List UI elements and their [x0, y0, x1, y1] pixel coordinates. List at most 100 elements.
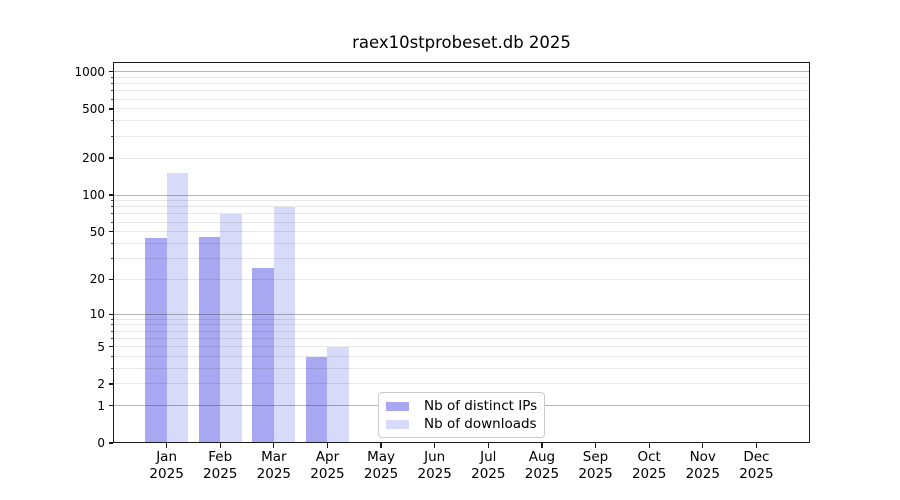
x-tick-month: Nov — [689, 449, 716, 465]
y-tick — [108, 71, 113, 73]
gridline-minor — [113, 231, 810, 233]
y-tick-label: 50 — [89, 224, 105, 239]
bar-nb-of-distinct-ips-mar — [252, 267, 274, 443]
x-tick — [434, 443, 436, 448]
x-tick-label-oct: Oct 2025 — [617, 449, 681, 483]
legend-item-downloads: Nb of downloads — [386, 416, 537, 432]
y-minor-tick — [110, 135, 113, 137]
gridline-minor — [113, 346, 810, 348]
gridline-minor — [113, 108, 810, 110]
y-tick-label: 500 — [82, 101, 105, 116]
y-tick-label: 200 — [82, 151, 105, 166]
bar-nb-of-downloads-apr — [327, 346, 349, 443]
bar-nb-of-distinct-ips-apr — [305, 356, 328, 443]
gridline-minor — [113, 221, 810, 223]
legend-item-distinct-ips: Nb of distinct IPs — [386, 398, 537, 414]
x-tick-month: Feb — [208, 449, 233, 465]
x-tick-month: Dec — [743, 449, 770, 465]
legend-label-downloads: Nb of downloads — [424, 416, 537, 432]
grid-layer — [113, 62, 810, 443]
gridline-minor — [113, 200, 810, 202]
y-minor-tick — [110, 356, 113, 358]
gridline-minor — [113, 318, 810, 320]
bar-nb-of-distinct-ips-feb — [198, 237, 221, 443]
y-tick — [108, 108, 113, 110]
y-tick-label: 1000 — [74, 64, 105, 79]
gridline-major — [113, 313, 810, 315]
y-minor-tick — [110, 318, 113, 320]
y-tick-label: 0 — [97, 436, 105, 450]
x-tick-month: Oct — [637, 449, 661, 465]
x-tick — [219, 443, 221, 448]
y-minor-tick — [110, 200, 113, 202]
gridline-minor — [113, 278, 810, 280]
x-tick-label-dec: Dec 2025 — [724, 449, 788, 483]
x-tick — [648, 443, 650, 448]
bar-nb-of-downloads-feb — [220, 213, 242, 443]
y-minor-tick — [110, 90, 113, 92]
gridline-minor — [113, 337, 810, 339]
y-minor-tick — [110, 257, 113, 259]
y-minor-tick — [110, 76, 113, 78]
legend-label-distinct-ips: Nb of distinct IPs — [424, 398, 538, 414]
legend-swatch-downloads-icon — [386, 419, 409, 429]
y-tick-label: 5 — [97, 339, 105, 354]
x-tick-year: 2025 — [471, 466, 506, 482]
gridline-minor — [113, 98, 810, 100]
y-minor-tick — [110, 368, 113, 369]
y-tick-label: 100 — [82, 188, 105, 203]
y-tick — [108, 157, 113, 159]
x-tick-label-jul: Jul 2025 — [456, 449, 520, 483]
gridline-minor — [113, 383, 810, 385]
legend: Nb of distinct IPs Nb of downloads — [378, 392, 545, 438]
gridline-minor — [113, 368, 810, 369]
y-tick-label: 10 — [89, 307, 105, 322]
y-tick — [108, 405, 113, 407]
x-tick-label-feb: Feb 2025 — [188, 449, 252, 483]
x-tick-year: 2025 — [149, 466, 184, 482]
x-tick-year: 2025 — [363, 466, 399, 482]
gridline-minor — [113, 120, 810, 122]
bar-nb-of-downloads-jan — [166, 173, 189, 443]
bar-nb-of-downloads-mar — [273, 206, 296, 443]
x-tick-month: Mar — [261, 449, 287, 465]
x-tick — [487, 443, 489, 448]
x-tick-month: Jan — [156, 449, 178, 465]
x-tick-year: 2025 — [256, 466, 292, 482]
gridline-minor — [113, 356, 810, 358]
x-tick-month: Aug — [528, 449, 556, 465]
gridline-minor — [113, 324, 810, 326]
x-tick-year: 2025 — [578, 466, 613, 482]
gridline-minor — [113, 206, 810, 208]
x-tick-label-sep: Sep 2025 — [564, 449, 628, 483]
y-minor-tick — [110, 324, 113, 326]
x-tick-label-apr: Apr 2025 — [295, 449, 359, 483]
y-minor-tick — [110, 221, 113, 223]
x-tick-year: 2025 — [524, 466, 560, 482]
y-tick — [108, 346, 113, 348]
gridline-minor — [113, 90, 810, 92]
gridline-minor — [113, 135, 810, 137]
chart-title: raex10stprobeset.db 2025 — [352, 33, 571, 52]
gridline-minor — [113, 330, 810, 332]
gridline-minor — [113, 76, 810, 78]
plot-area — [113, 62, 810, 443]
legend-swatch-distinct-ips-icon — [386, 401, 409, 411]
x-tick-label-nov: Nov 2025 — [671, 449, 735, 483]
y-minor-tick — [110, 98, 113, 100]
x-tick-label-jun: Jun 2025 — [403, 449, 467, 483]
y-tick — [108, 278, 113, 281]
x-tick — [273, 443, 275, 448]
y-minor-tick — [110, 330, 113, 332]
x-tick-label-jan: Jan 2025 — [135, 449, 199, 483]
y-minor-tick — [110, 206, 113, 208]
x-tick-month: Jul — [480, 449, 497, 465]
gridline-minor — [113, 257, 810, 259]
y-minor-tick — [110, 337, 113, 339]
y-tick-label: 1 — [97, 398, 105, 413]
x-tick-month: Apr — [315, 449, 340, 465]
x-tick-month: Sep — [582, 449, 609, 465]
y-tick — [108, 194, 113, 196]
gridline-minor — [113, 242, 810, 244]
